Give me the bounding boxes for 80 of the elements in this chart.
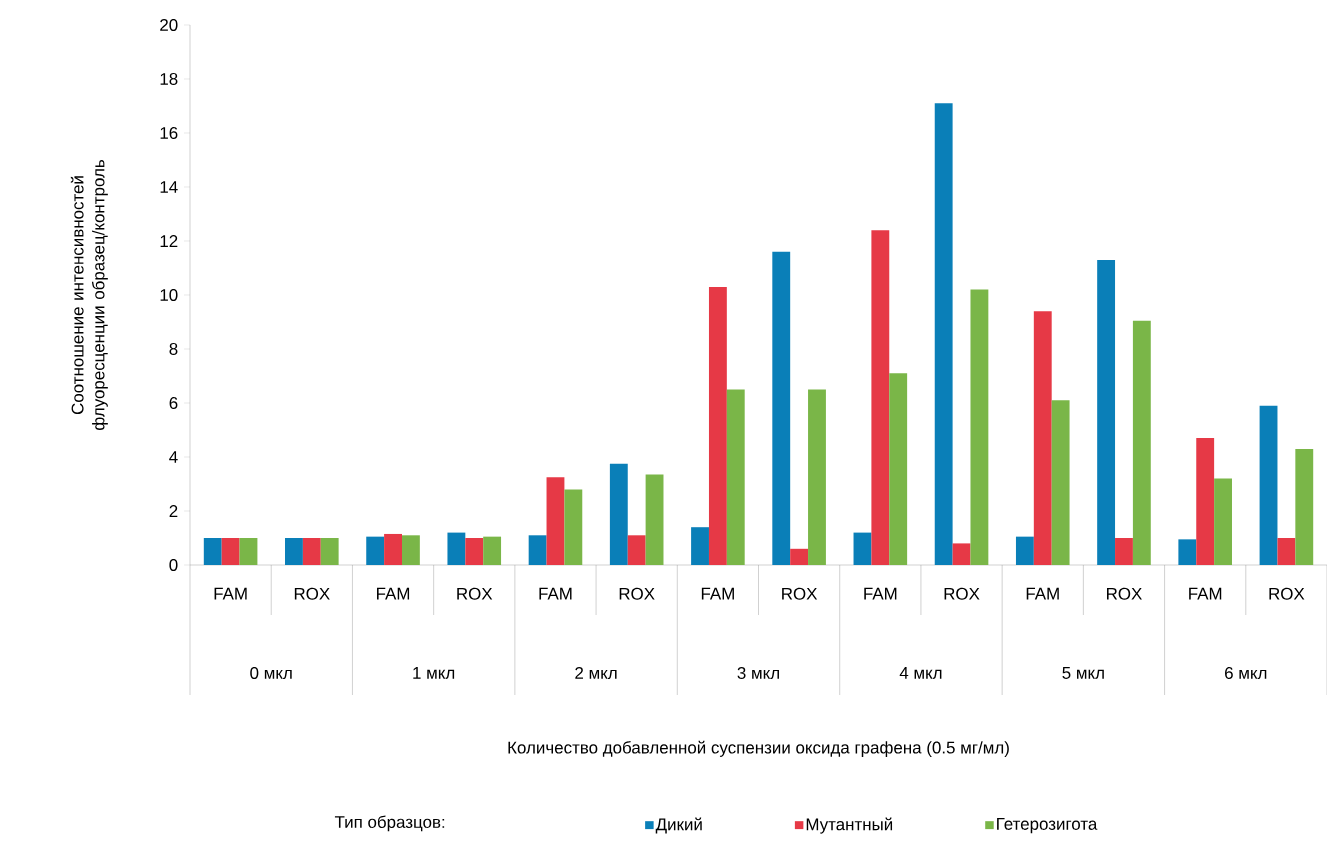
bar: [970, 289, 989, 565]
bar: [528, 535, 547, 565]
bar: [871, 230, 890, 565]
bar: [285, 538, 303, 565]
bar: [934, 103, 953, 565]
bar: [239, 538, 258, 565]
x-tick-label: ROX: [944, 587, 980, 600]
legend-label: Мутантный: [806, 817, 893, 834]
y-tick-label: 6: [169, 397, 178, 409]
bar: [1051, 400, 1070, 565]
y-tick-label: 4: [169, 451, 178, 463]
y-tick-label: 12: [160, 235, 178, 247]
legend-title: Тип образцов:: [334, 815, 445, 832]
bar: [384, 533, 402, 565]
y-tick-label: 2: [169, 505, 178, 517]
x-tick-label: FAM: [1189, 587, 1222, 600]
bar: [726, 389, 745, 565]
bar: [483, 536, 502, 565]
x-tick-label: ROX: [457, 587, 493, 600]
x-tick-label: ROX: [1107, 587, 1142, 600]
bar: [366, 536, 385, 565]
bar: [1015, 536, 1034, 565]
y-tick-label: 8: [169, 343, 178, 355]
x-tick-label: ROX: [782, 587, 818, 600]
bar: [401, 535, 420, 565]
y-tick-label: 18: [160, 73, 178, 85]
bar: [1259, 405, 1278, 565]
legend-label: Дикий: [655, 817, 702, 834]
bar: [952, 543, 971, 565]
bar: [889, 373, 908, 565]
bar: [1097, 259, 1116, 565]
x-tick-label: FAM: [864, 587, 897, 600]
x-tick-label: FAM: [377, 587, 410, 600]
text: 2 мкл: [575, 667, 617, 679]
x-tick-label: ROX: [1269, 587, 1305, 600]
bar: [1295, 448, 1314, 565]
y-tick-label: 20: [160, 19, 178, 31]
x-tick-label: FAM: [539, 587, 572, 600]
y-tick-label: 16: [160, 127, 178, 139]
bar: [203, 538, 222, 565]
bar: [1196, 438, 1215, 565]
bar: [1214, 478, 1232, 565]
bar: [627, 535, 646, 565]
bar: [808, 389, 826, 565]
bar: [302, 538, 321, 565]
y-tick-label: 10: [160, 289, 178, 301]
y-tick-label: 14: [160, 181, 178, 193]
bar: [708, 286, 727, 565]
bar: [564, 489, 583, 565]
bar: [546, 477, 565, 565]
x-tick-label: FAM: [1026, 587, 1059, 600]
text: 5 мкл: [1062, 667, 1104, 679]
x-tick-label: FAM: [214, 587, 247, 600]
bar: [790, 548, 809, 565]
legend-label: Гетерозигота: [997, 818, 1098, 834]
x-tick-label: ROX: [294, 587, 330, 600]
text: 4 мкл: [899, 667, 942, 679]
text: Количество добавленной суспензии оксида графена (0.5 мг/мл): [508, 740, 1009, 757]
bar: [1132, 320, 1151, 565]
bar: [645, 474, 664, 565]
bar: [609, 463, 628, 565]
bar: [772, 251, 791, 565]
y-tick-label: 0: [169, 559, 178, 571]
bar: [691, 527, 709, 565]
bar: [320, 538, 339, 565]
bar: [1178, 539, 1197, 565]
x-tick-label: FAM: [701, 587, 734, 600]
bar: [465, 538, 484, 565]
text: 6 мкл: [1225, 667, 1267, 679]
text: 3 мкл: [737, 667, 779, 679]
bar: [1115, 538, 1133, 565]
x-tick-label: ROX: [619, 587, 655, 600]
text: 1 мкл: [413, 667, 455, 679]
text: 0 мкл: [250, 667, 292, 679]
y-axis-title: Соотношение интенсивностей флуоресценции образец/контроль: [70, 159, 108, 431]
bar: [1277, 538, 1296, 565]
bar: [447, 532, 466, 565]
bar: [221, 538, 240, 565]
bar: [1033, 311, 1052, 565]
bar: [853, 532, 872, 565]
